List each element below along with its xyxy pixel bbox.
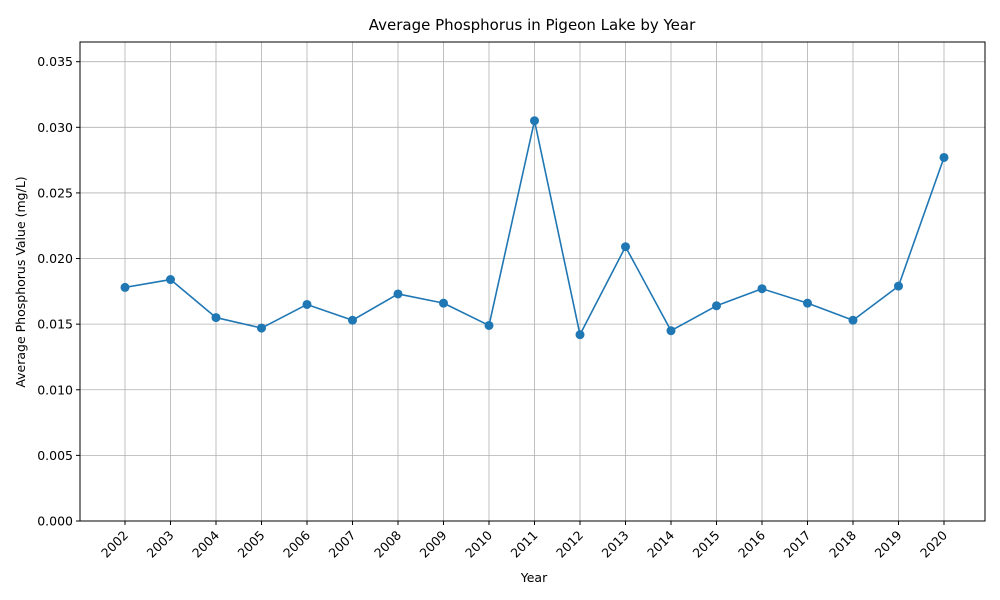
y-tick-label: 0.020	[37, 251, 73, 266]
y-tick-label: 0.000	[37, 514, 73, 529]
y-axis: 0.000 0.005 0.010 0.015 0.020 0.025 0.030 0.035	[37, 54, 80, 529]
data-point	[939, 152, 949, 162]
data-point	[257, 323, 266, 333]
data-point	[621, 242, 630, 252]
series	[120, 116, 949, 340]
data-point	[302, 299, 312, 309]
grid	[80, 42, 985, 522]
data-point	[757, 284, 767, 294]
x-axis-title: Year	[520, 570, 548, 585]
data-point	[439, 298, 448, 308]
data-point	[712, 301, 721, 311]
data-point	[803, 298, 812, 308]
plot-area	[79, 41, 986, 522]
y-tick-label: 0.005	[37, 448, 73, 463]
data-point	[120, 282, 130, 292]
data-point	[894, 281, 903, 291]
y-tick-label: 0.030	[37, 120, 73, 135]
data-point	[848, 315, 858, 325]
data-point	[211, 313, 221, 323]
data-point	[393, 289, 403, 299]
data-point	[575, 330, 585, 340]
data-point	[166, 275, 175, 285]
y-tick-label: 0.025	[37, 185, 73, 200]
data-point	[530, 116, 539, 126]
data-point	[348, 315, 357, 325]
y-tick-label: 0.010	[37, 382, 73, 397]
chart-title: Average Phosphorus in Pigeon Lake by Yea…	[369, 16, 696, 34]
data-point	[666, 326, 676, 336]
y-tick-label: 0.015	[37, 317, 73, 332]
data-point	[484, 320, 494, 330]
y-tick-label: 0.035	[37, 54, 73, 69]
y-axis-title: Average Phosphorus Value (mg/L)	[13, 176, 28, 387]
